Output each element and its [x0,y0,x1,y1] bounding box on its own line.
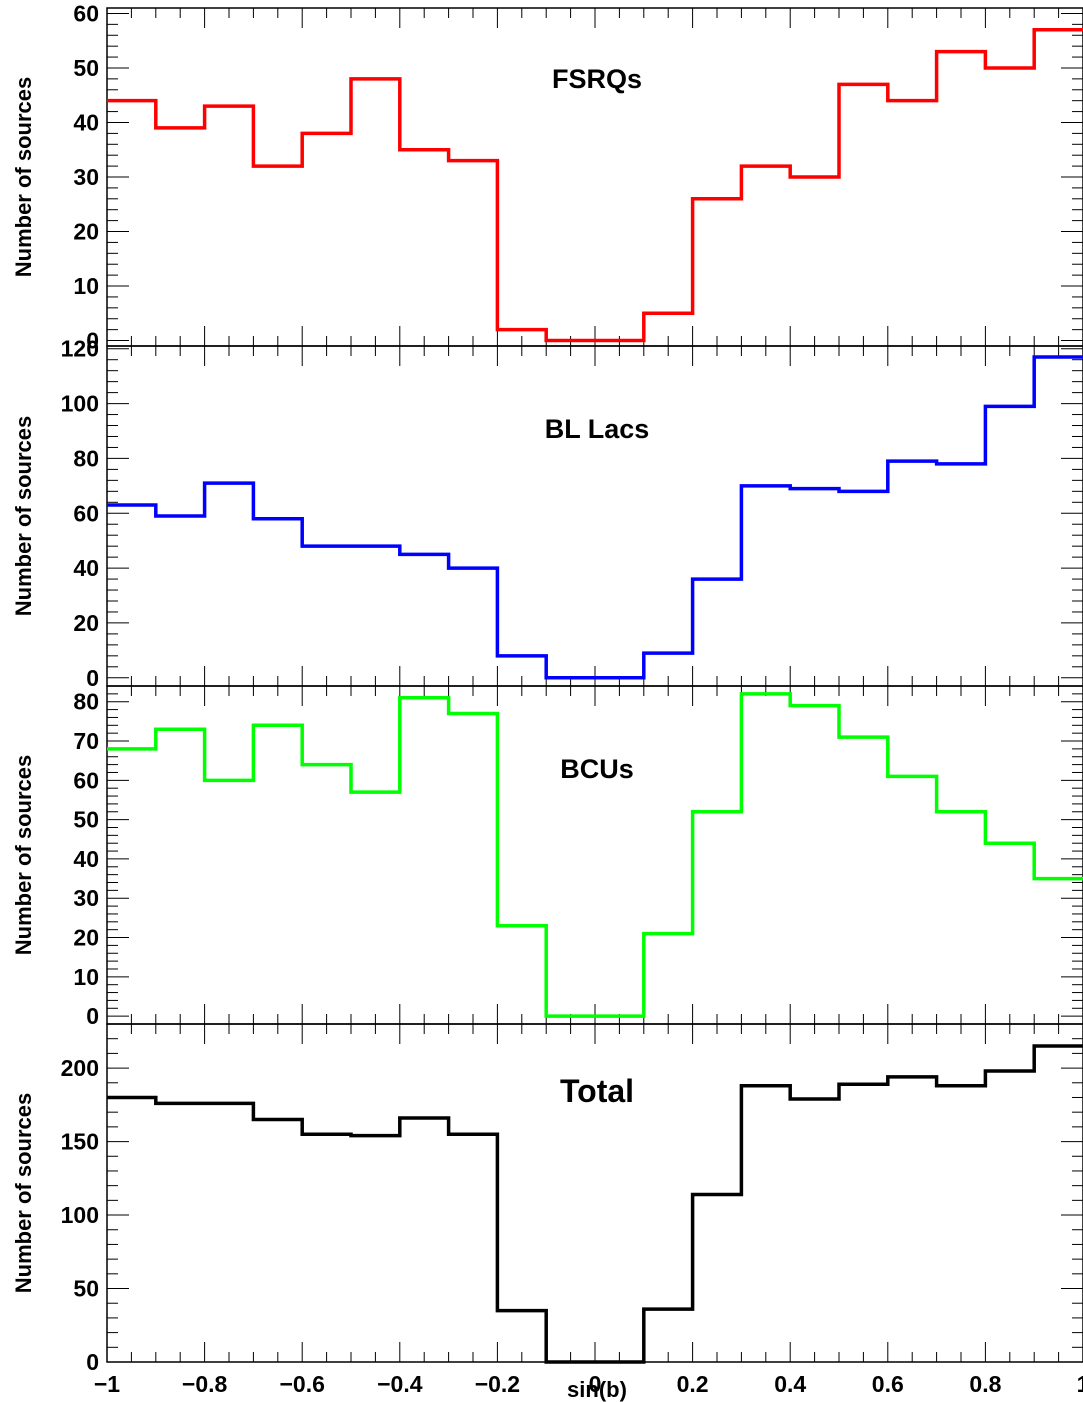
bcu-y-tick-label: 40 [73,846,99,872]
bcu-y-tick-label: 70 [73,728,99,754]
bcu-y-tick-label: 30 [73,885,99,911]
bcu-histogram-line [107,692,1083,1018]
total-panel [106,1023,1083,1364]
fsrq-y-tick-label: 0 [86,328,99,354]
bcu-y-axis-title: Number of sources [11,755,36,956]
total-histogram-line [107,1044,1083,1364]
bllac-y-tick-label: 0 [86,665,99,691]
bllac-y-tick-label: 60 [73,500,99,526]
bllac-panel [106,345,1083,687]
fsrq-y-axis-title: Number of sources [11,77,36,278]
x-tick-label: 0.8 [969,1371,1001,1397]
bcu-panel [106,685,1083,1025]
bllac-y-tick-label: 20 [73,610,99,636]
x-tick-label: −1 [94,1371,120,1397]
bllac-y-tick-label: 100 [61,391,99,417]
fsrq-y-tick-label: 20 [73,219,99,245]
fsrq-panel [106,7,1083,347]
bcu-y-tick-label: 50 [73,807,99,833]
x-tick-label: 0.2 [677,1371,709,1397]
bllac-panel-title: BL Lacs [545,414,650,444]
x-axis-title: sin(b) [567,1377,627,1402]
bcu-y-tick-label: 10 [73,964,99,990]
total-y-tick-label: 150 [61,1129,99,1155]
x-tick-label: −0.8 [182,1371,228,1397]
total-y-tick-label: 200 [61,1055,99,1081]
x-tick-label: −0.2 [475,1371,520,1397]
total-y-tick-label: 0 [86,1349,99,1375]
x-tick-label: −0.4 [377,1371,423,1397]
x-tick-label: 0 [589,1371,602,1397]
total-y-tick-label: 100 [61,1202,99,1228]
total-panel-title: Total [560,1073,634,1109]
x-tick-label: −0.6 [279,1371,324,1397]
bllac-y-tick-label: 120 [61,336,99,362]
bcu-y-tick-label: 60 [73,767,99,793]
fsrq-y-tick-label: 50 [73,55,99,81]
fsrq-panel-title: FSRQs [552,64,642,94]
bllac-y-axis-title: Number of sources [11,416,36,617]
bcu-y-tick-label: 0 [86,1003,99,1029]
fsrq-histogram-line [107,28,1083,343]
bcu-y-tick-label: 80 [73,689,99,715]
bcu-panel-title: BCUs [560,754,634,784]
bcu-y-tick-label: 20 [73,925,99,951]
x-tick-label: 0.6 [872,1371,904,1397]
fsrq-y-tick-label: 60 [73,0,99,26]
bllac-y-tick-label: 80 [73,445,99,471]
fsrq-y-tick-label: 10 [73,273,99,299]
bllac-y-tick-label: 40 [73,555,99,581]
fsrq-y-tick-label: 30 [73,164,99,190]
fsrq-y-tick-label: 40 [73,109,99,135]
bllac-histogram-line [107,355,1083,680]
x-tick-label: 1 [1077,1371,1083,1397]
total-y-axis-title: Number of sources [11,1093,36,1294]
total-y-tick-label: 50 [73,1276,99,1302]
x-tick-label: 0.4 [774,1371,806,1397]
